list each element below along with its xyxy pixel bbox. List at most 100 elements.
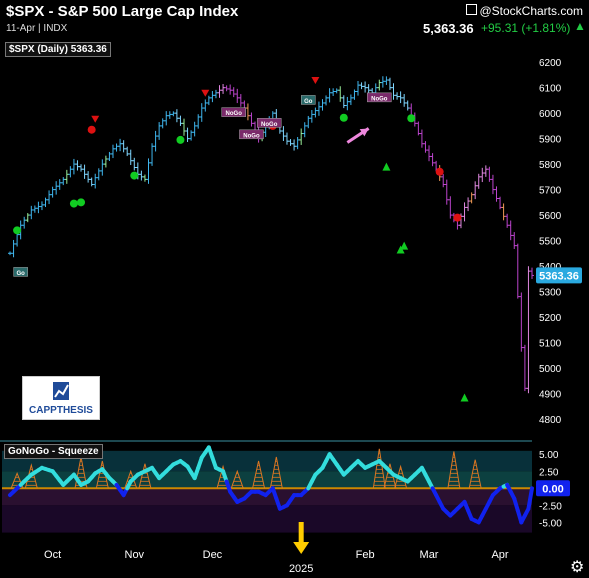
- price-bar: [462, 202, 467, 222]
- signal-badge-label: Go: [304, 99, 313, 105]
- squeeze-marker: [447, 451, 461, 489]
- price-bar: [121, 140, 126, 153]
- price-bar: [402, 94, 407, 107]
- price-bar: [281, 126, 286, 141]
- price-bar: [480, 167, 485, 183]
- chart-subtitle: 11-Apr | INDX: [6, 23, 68, 34]
- price-bar: [79, 164, 84, 172]
- price-bar: [89, 177, 94, 187]
- signal-badge: Go: [301, 95, 316, 105]
- price-bar: [498, 196, 503, 210]
- price-bar: [398, 91, 403, 104]
- squeeze-marker: [252, 460, 266, 489]
- annotation-arrowhead: [359, 128, 369, 137]
- price-bar: [292, 139, 297, 151]
- price-bar: [167, 111, 172, 119]
- price-bar: [32, 205, 37, 213]
- price-bar: [473, 181, 478, 200]
- go-dot: [176, 135, 185, 144]
- price-bar: [110, 144, 115, 159]
- price-bar: [57, 179, 62, 190]
- price-bar: [47, 190, 52, 205]
- price-bar: [224, 85, 229, 92]
- x-tick-label: Mar: [420, 549, 439, 561]
- brand-label: @StockCharts.com: [479, 4, 583, 18]
- price-bar: [71, 158, 76, 175]
- price-bar: [100, 159, 105, 176]
- price-bar: [359, 82, 364, 90]
- oscillator-legend: GoNoGo - Squeeze: [4, 444, 103, 459]
- go-dot: [130, 171, 139, 180]
- price-bar: [146, 158, 151, 184]
- price-bar: [444, 179, 449, 205]
- price-bar: [295, 136, 300, 150]
- down-triangle: [91, 115, 100, 123]
- price-bar: [192, 121, 197, 137]
- price-bar: [306, 115, 311, 129]
- up-arrow-icon: ▲: [574, 19, 586, 33]
- osc-line-segment: [512, 496, 520, 513]
- y-tick-label: 6000: [539, 109, 562, 120]
- down-triangle: [311, 77, 320, 85]
- settings-gear-icon[interactable]: ⚙: [570, 559, 585, 576]
- price-bar: [530, 267, 534, 279]
- price-bar: [377, 79, 382, 91]
- price-bar: [164, 111, 169, 126]
- x-tick-label: Oct: [44, 549, 61, 561]
- price-bar: [512, 232, 517, 250]
- squeeze-marker: [468, 459, 482, 489]
- price-bar: [228, 84, 233, 95]
- price-bar: [334, 88, 339, 94]
- signal-badge: Go: [13, 267, 28, 277]
- signal-badge-label: Go: [16, 271, 25, 277]
- up-triangle: [460, 393, 469, 402]
- brand-icon: [466, 4, 478, 15]
- price-bar: [501, 203, 506, 221]
- price-bar: [302, 122, 307, 138]
- y-tick-label: 5900: [539, 135, 562, 146]
- price-bar: [61, 177, 66, 186]
- price-bar: [466, 197, 471, 212]
- price-bar: [363, 81, 368, 93]
- go-dot: [69, 199, 78, 208]
- price-bar: [107, 151, 112, 162]
- signal-badge-label: NoGo: [371, 96, 388, 102]
- price-legend: $SPX (Daily) 5363.36: [5, 42, 111, 57]
- price-bar: [43, 197, 48, 208]
- chart-title: $SPX - S&P 500 Large Cap Index: [6, 3, 239, 20]
- logo-text: CAPPTHESIS: [29, 405, 93, 416]
- price-bar: [352, 89, 357, 100]
- brand-link[interactable]: @StockCharts.com: [466, 4, 583, 18]
- go-dot: [13, 226, 22, 235]
- price-bar: [284, 132, 289, 145]
- price-bar: [299, 128, 304, 145]
- price-bar: [185, 127, 190, 142]
- price-bar: [210, 91, 215, 103]
- y-tick-label: 5300: [539, 288, 562, 299]
- price-bar: [313, 107, 318, 118]
- price-bar: [441, 174, 446, 188]
- price-bar: [320, 99, 325, 111]
- price-bar: [324, 95, 329, 106]
- price-bar: [213, 89, 218, 99]
- price-tag: 5363.36: [536, 267, 582, 284]
- signal-badge: NoGo: [367, 92, 392, 102]
- nogo-dot: [435, 167, 444, 176]
- price-bar: [345, 96, 350, 111]
- price-bar: [487, 166, 492, 182]
- nogo-dot: [453, 213, 462, 222]
- price-bar: [309, 109, 314, 123]
- price-change: +95.31 (+1.81%): [481, 21, 571, 35]
- price-bar: [245, 103, 250, 121]
- price-bar: [189, 130, 194, 141]
- price-chart: 6200610060005900580057005600550054005300…: [8, 58, 582, 426]
- price-bar: [505, 213, 510, 228]
- price-bar: [182, 118, 186, 136]
- price-bar: [338, 86, 343, 102]
- price-bar: [395, 92, 400, 100]
- price-bar: [419, 129, 424, 148]
- price-bar: [142, 174, 147, 182]
- osc-y-tick-label: 2.50: [539, 467, 559, 478]
- band-mid-lower: [2, 488, 532, 506]
- price-bar: [174, 109, 179, 123]
